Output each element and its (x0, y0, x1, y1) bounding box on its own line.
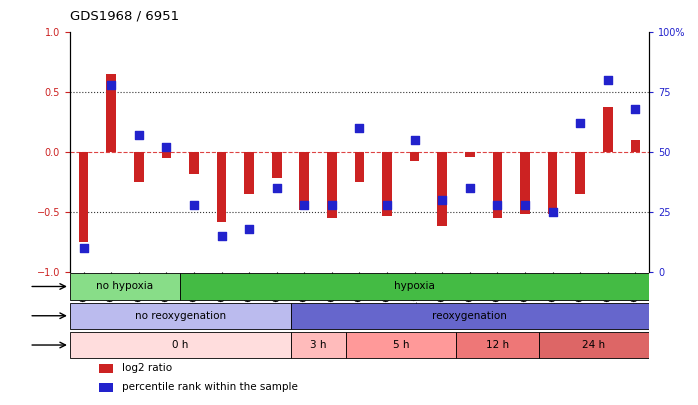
Point (299, 202, 310, 208)
Text: GDS1968 / 6951: GDS1968 / 6951 (70, 9, 179, 22)
Bar (630, 140, 640, 152)
Bar (383, 152, 392, 215)
Point (161, 144, 172, 151)
Bar (465, 152, 475, 157)
FancyBboxPatch shape (456, 332, 539, 358)
Text: reoxygenation: reoxygenation (432, 311, 507, 321)
Point (382, 202, 393, 208)
FancyBboxPatch shape (180, 273, 649, 300)
Bar (99, 383, 113, 392)
Bar (575, 152, 585, 194)
FancyBboxPatch shape (70, 332, 290, 358)
Text: 24 h: 24 h (582, 340, 606, 350)
Bar (493, 152, 503, 218)
Bar (355, 152, 364, 182)
Bar (548, 152, 558, 214)
FancyBboxPatch shape (290, 303, 649, 329)
Text: 0 h: 0 h (172, 340, 188, 350)
Bar (79, 152, 89, 242)
Text: percentile rank within the sample: percentile rank within the sample (122, 382, 298, 392)
Bar (216, 152, 226, 222)
Point (630, 106, 641, 112)
Point (216, 233, 227, 239)
Bar (244, 152, 254, 194)
Bar (99, 364, 113, 373)
Point (519, 202, 530, 208)
Point (133, 132, 144, 139)
Point (602, 77, 614, 83)
Point (574, 120, 586, 127)
Point (105, 82, 117, 88)
Text: 3 h: 3 h (310, 340, 327, 350)
Bar (189, 152, 199, 174)
Bar (438, 152, 447, 226)
Text: no hypoxia: no hypoxia (96, 281, 154, 292)
FancyBboxPatch shape (539, 332, 649, 358)
Bar (161, 152, 171, 158)
FancyBboxPatch shape (290, 332, 346, 358)
FancyBboxPatch shape (70, 273, 180, 300)
Bar (410, 152, 419, 160)
Text: no reoxygenation: no reoxygenation (135, 311, 225, 321)
Point (271, 185, 282, 191)
FancyBboxPatch shape (70, 303, 290, 329)
Text: hypoxia: hypoxia (394, 281, 435, 292)
Bar (299, 152, 309, 210)
Bar (272, 152, 281, 179)
Bar (520, 152, 530, 214)
Text: 5 h: 5 h (392, 340, 409, 350)
Text: 12 h: 12 h (486, 340, 509, 350)
Point (409, 137, 420, 143)
Bar (603, 107, 613, 152)
FancyBboxPatch shape (346, 332, 456, 358)
Point (188, 202, 200, 208)
Bar (327, 152, 336, 218)
Bar (106, 74, 116, 152)
Point (492, 202, 503, 208)
Text: log2 ratio: log2 ratio (122, 363, 172, 373)
Point (354, 125, 365, 131)
Bar (134, 152, 144, 182)
Point (464, 185, 475, 191)
Point (547, 209, 558, 215)
Point (244, 226, 255, 232)
Point (326, 202, 337, 208)
Point (78, 245, 89, 251)
Point (437, 197, 448, 203)
